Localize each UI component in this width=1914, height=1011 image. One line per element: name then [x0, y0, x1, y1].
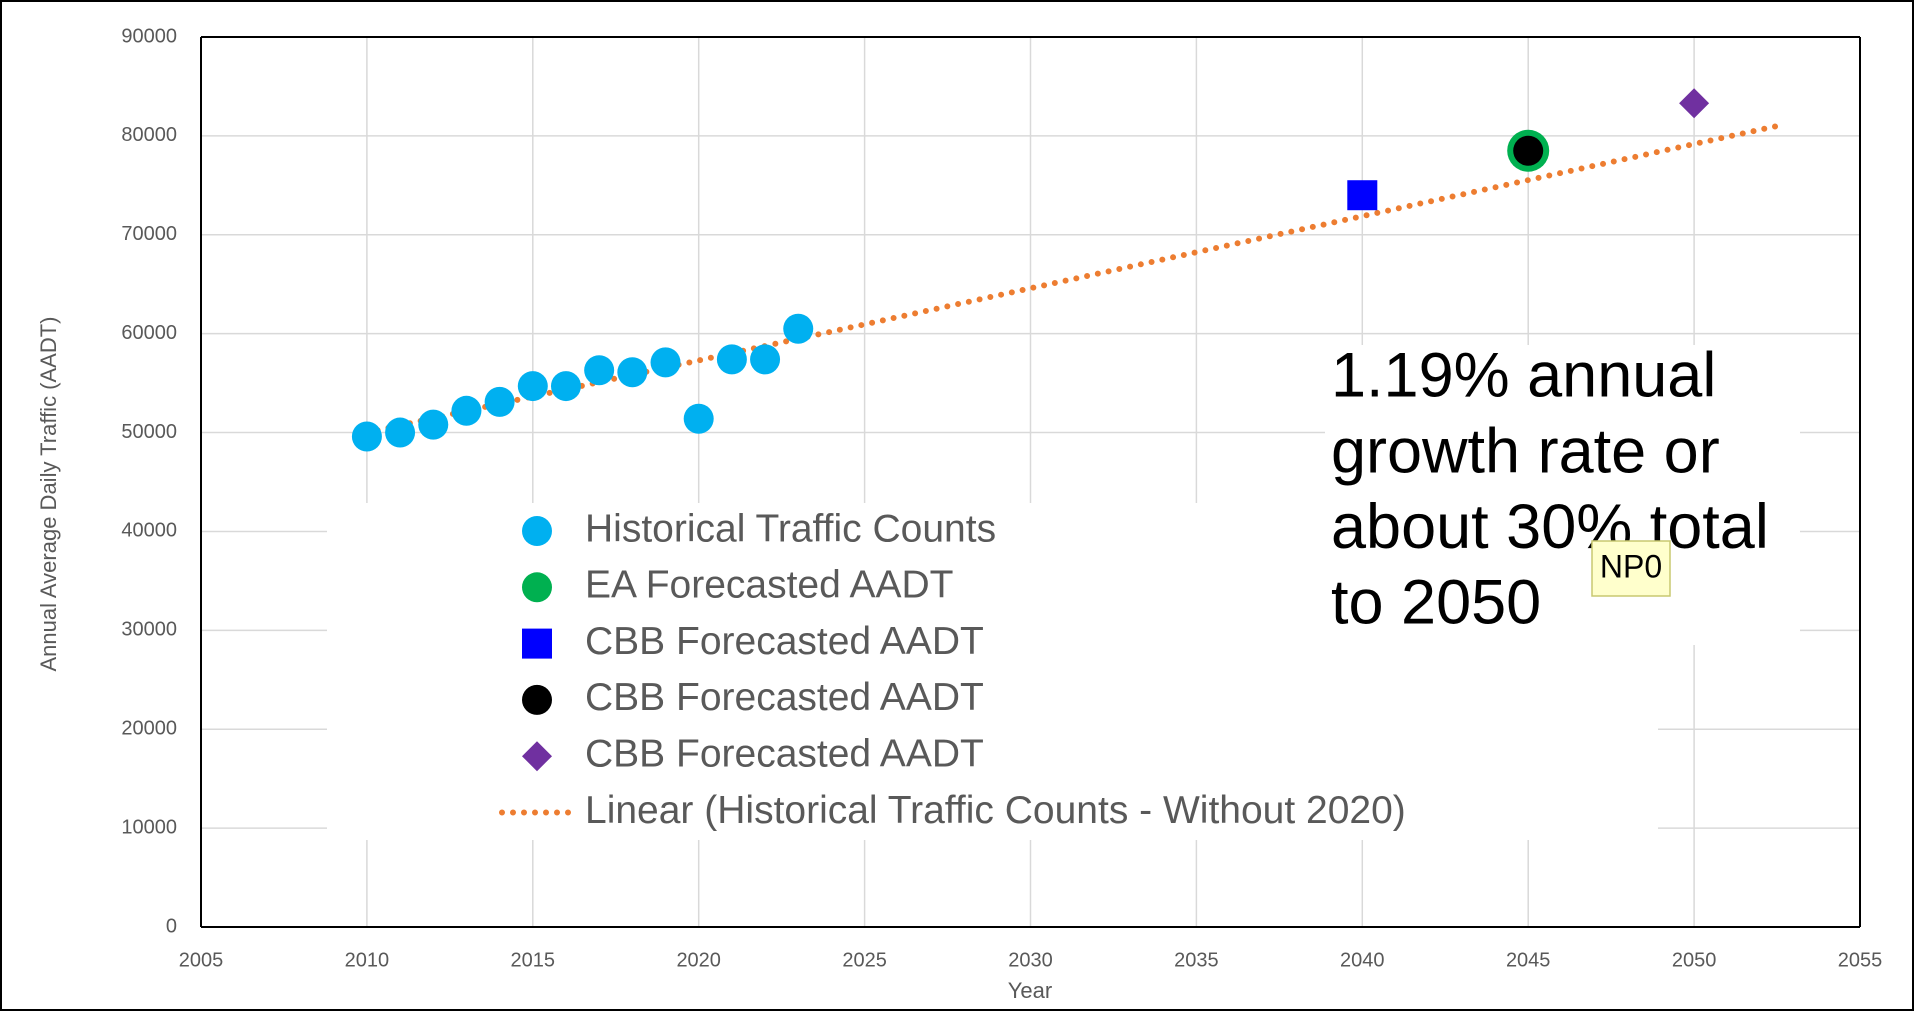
point: [617, 357, 648, 388]
point: [351, 421, 382, 452]
legend-label: EA Forecasted AADT: [585, 564, 954, 607]
y-tick-label: 40000: [121, 520, 177, 542]
point: [418, 409, 449, 440]
x-tick-label: 2015: [511, 949, 556, 971]
annotation-text: to 2050: [1331, 568, 1541, 638]
annotation-text: growth rate or: [1331, 416, 1720, 486]
x-tick-label: 2030: [1008, 949, 1053, 971]
y-tick-label: 60000: [121, 322, 177, 344]
legend-swatch: [522, 628, 552, 659]
y-tick-label: 80000: [121, 124, 177, 146]
legend-label: Historical Traffic Counts: [585, 507, 996, 550]
point: [451, 395, 482, 426]
x-tick-label: 2020: [676, 949, 721, 971]
x-axis-title: Year: [1008, 978, 1052, 1003]
y-tick-label: 50000: [121, 421, 177, 443]
x-tick-label: 2035: [1174, 949, 1219, 971]
x-tick-label: 2045: [1506, 949, 1551, 971]
point: [1513, 135, 1544, 166]
x-tick-label: 2040: [1340, 949, 1385, 971]
legend-swatch: [522, 741, 552, 772]
point: [683, 403, 714, 434]
point: [550, 371, 581, 402]
point: [1347, 180, 1378, 211]
y-tick-label: 0: [166, 915, 177, 937]
point: [385, 417, 416, 448]
x-tick-label: 2055: [1838, 949, 1883, 971]
y-tick-label: 70000: [121, 223, 177, 245]
comment-box: [1591, 540, 1671, 597]
comment-marker: NP0: [1600, 548, 1662, 584]
point: [584, 355, 615, 386]
legend-swatch: [522, 572, 552, 603]
legend-swatch: [522, 684, 552, 715]
annotation-text: about 30% total: [1331, 492, 1769, 562]
y-tick-label: 20000: [121, 718, 177, 740]
point: [1679, 88, 1710, 119]
y-tick-label: 90000: [121, 25, 177, 47]
point: [716, 344, 747, 375]
point: [484, 386, 515, 417]
legend-label: CBB Forecasted AADT: [585, 732, 984, 775]
y-tick-label: 10000: [121, 816, 177, 838]
legend-label: CBB Forecasted AADT: [585, 620, 984, 663]
annotation-background: [1325, 345, 1800, 645]
y-tick-label: 30000: [121, 619, 177, 641]
x-tick-label: 2010: [345, 949, 390, 971]
point: [783, 313, 814, 344]
legend-swatch: [522, 516, 552, 546]
point: [517, 371, 548, 402]
point: [650, 347, 681, 378]
x-tick-label: 2050: [1672, 949, 1717, 971]
point: [750, 344, 781, 375]
x-tick-label: 2005: [179, 949, 224, 971]
legend-label: CBB Forecasted AADT: [585, 676, 984, 719]
legend-label: Linear (Historical Traffic Counts - With…: [585, 789, 1406, 832]
y-axis-title: Annual Average Daily Traffic (AADT): [36, 316, 61, 671]
x-tick-label: 2025: [842, 949, 887, 971]
annotation-text: 1.19% annual: [1331, 341, 1716, 411]
